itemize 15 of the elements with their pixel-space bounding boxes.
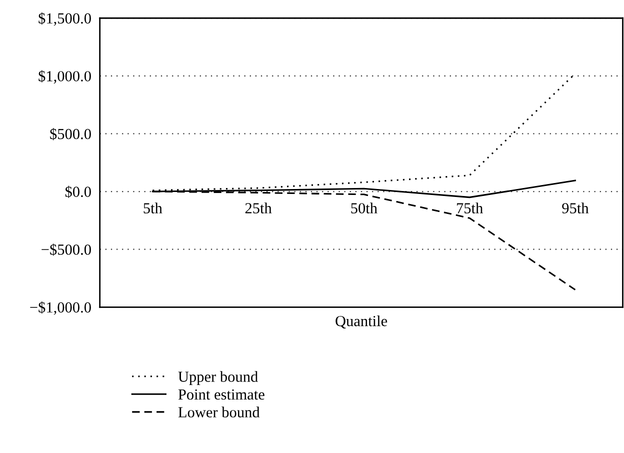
legend-label: Point estimate xyxy=(178,389,264,400)
x-tick-label: 75th xyxy=(457,202,483,214)
y-tick-label: −$1,000.0 xyxy=(30,301,91,315)
x-axis-title: Quantile xyxy=(336,315,388,329)
y-tick-label: $500.0 xyxy=(50,128,91,140)
x-tick-label: 50th xyxy=(351,202,378,214)
legend-label: Lower bound xyxy=(178,406,260,418)
x-tick-label: 25th xyxy=(245,202,272,214)
legend-label: Upper bound xyxy=(178,371,258,385)
x-tick-label: 5th xyxy=(144,202,162,214)
y-tick-label: −$500.0 xyxy=(42,244,91,256)
y-tick-label: $0.0 xyxy=(65,186,91,198)
y-tick-label: $1,000.0 xyxy=(38,70,91,84)
x-tick-label: 95th xyxy=(562,202,589,214)
y-tick-label: $1,500.0 xyxy=(38,12,91,26)
